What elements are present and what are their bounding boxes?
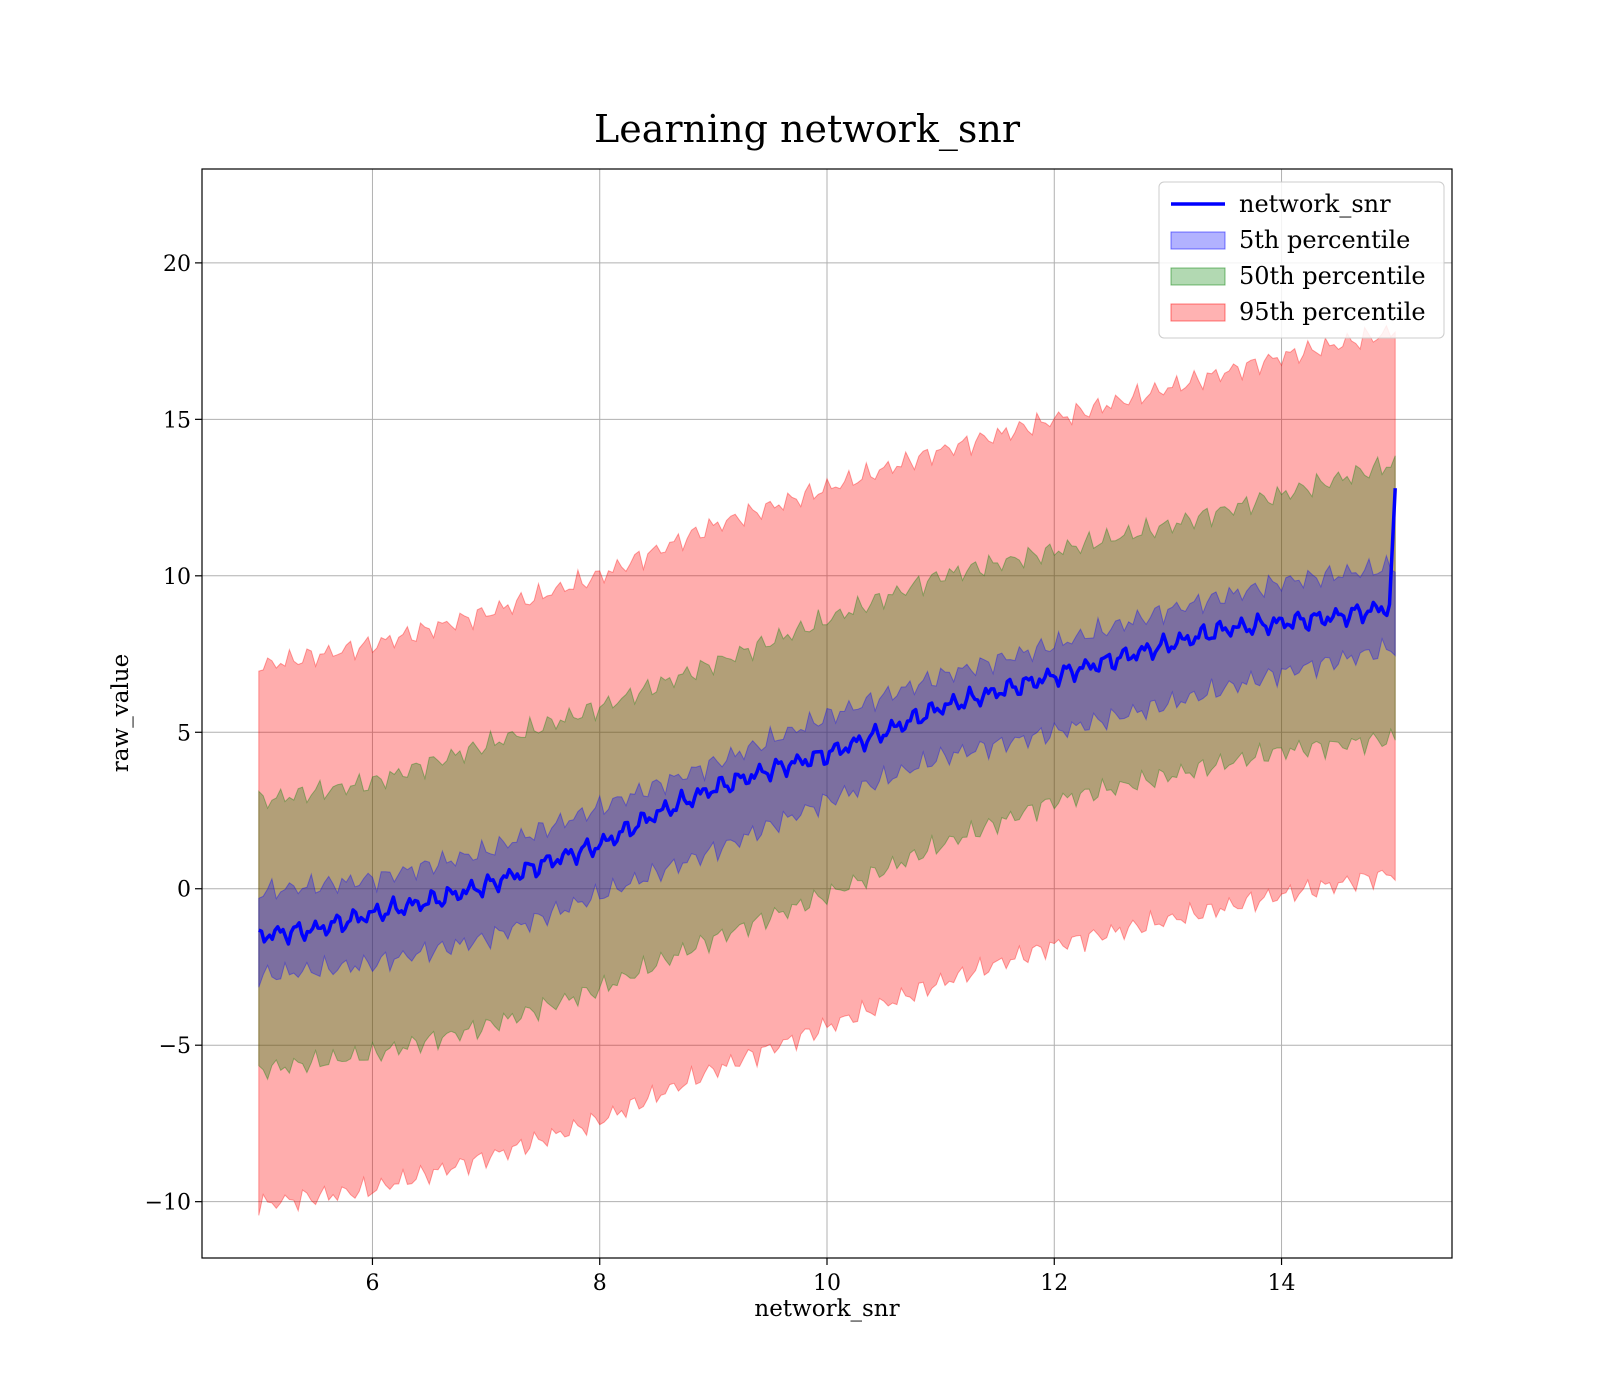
grid-lines <box>202 169 1452 1258</box>
y-axis-label: raw_value <box>108 654 134 772</box>
chart-title: Learning network_snr <box>594 107 1021 152</box>
x-tick-label: 6 <box>365 1271 379 1296</box>
x-tick-label: 14 <box>1268 1271 1296 1296</box>
legend-swatch-patch <box>1170 303 1226 322</box>
x-axis-label: network_snr <box>754 1296 899 1322</box>
y-tick-label: 10 <box>163 565 191 590</box>
legend: network_snr 5th percentile 50th percentile… <box>1158 181 1445 339</box>
y-tick-label: −10 <box>145 1191 191 1216</box>
series-line-group <box>258 488 1397 946</box>
x-tick-label: 8 <box>593 1271 607 1296</box>
y-axis-ticks: −10 −5 0 5 10 15 20 <box>145 252 202 1216</box>
legend-swatch-patch <box>1170 231 1226 250</box>
legend-label: network_snr <box>1239 190 1391 218</box>
y-tick-label: 0 <box>177 878 191 903</box>
y-tick-label: 20 <box>163 252 191 277</box>
band-50th-percentile <box>258 455 1396 1081</box>
band-95th-percentile <box>258 324 1396 1216</box>
x-tick-label: 10 <box>813 1271 841 1296</box>
y-tick-label: 15 <box>163 408 191 433</box>
series-line-network-snr <box>258 488 1397 946</box>
x-axis-ticks: 6 8 10 12 14 <box>365 1258 1296 1296</box>
x-tick-label: 12 <box>1040 1271 1068 1296</box>
legend-box <box>1158 181 1445 339</box>
legend-label: 5th percentile <box>1239 226 1410 254</box>
y-tick-label: −5 <box>159 1034 191 1059</box>
legend-swatch-patch <box>1170 267 1226 286</box>
legend-label: 95th percentile <box>1239 298 1426 326</box>
legend-label: 50th percentile <box>1239 262 1426 290</box>
y-tick-label: 5 <box>177 721 191 746</box>
